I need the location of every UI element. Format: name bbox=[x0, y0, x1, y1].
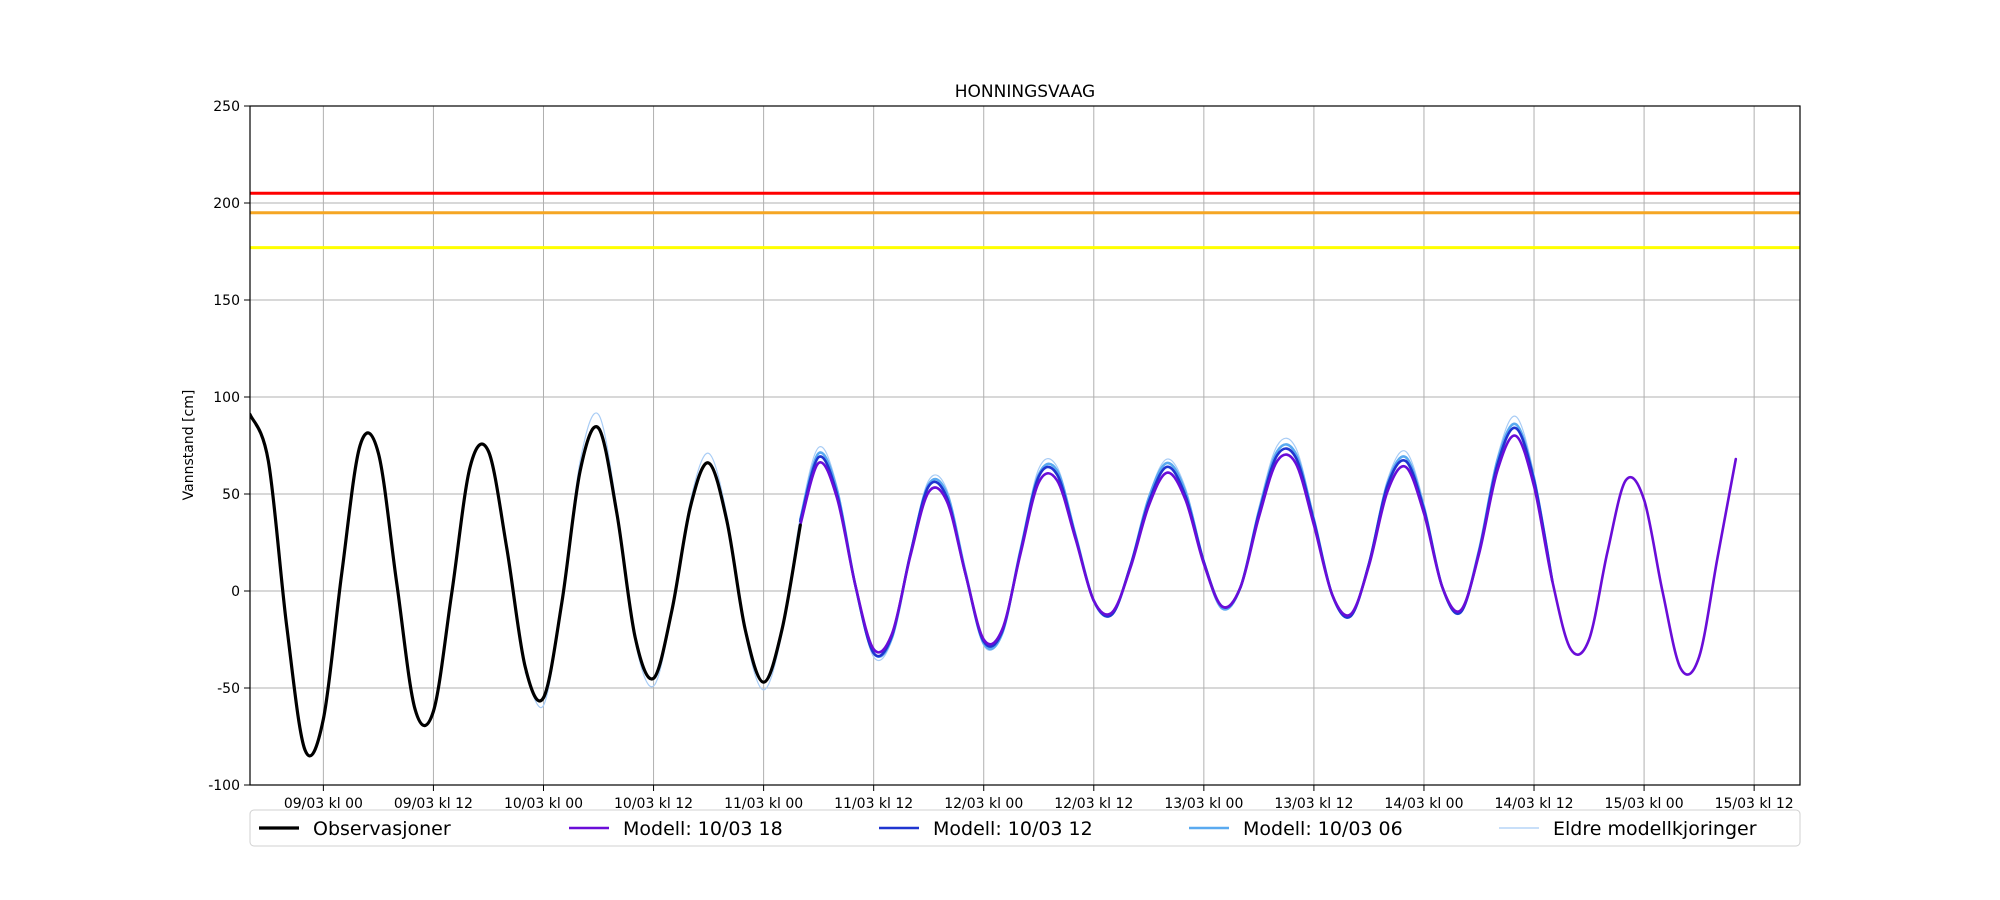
x-tick-label: 12/03 kl 12 bbox=[1054, 796, 1133, 812]
legend: Observasjoner Modell: 10/03 18 Modell: 10/… bbox=[249, 809, 1801, 847]
x-tick-label: 14/03 kl 00 bbox=[1384, 796, 1463, 812]
x-tick-label: 14/03 kl 12 bbox=[1494, 796, 1573, 812]
y-tick-label: 200 bbox=[213, 196, 240, 212]
x-tick-label: 09/03 kl 12 bbox=[394, 796, 473, 812]
y-tick-label: 150 bbox=[213, 293, 240, 309]
x-tick-label: 11/03 kl 12 bbox=[834, 796, 913, 812]
x-tick-label: 13/03 kl 00 bbox=[1164, 796, 1243, 812]
x-tick-label: 10/03 kl 12 bbox=[614, 796, 693, 812]
y-tick-label: 0 bbox=[231, 584, 240, 600]
x-tick-label: 10/03 kl 00 bbox=[504, 796, 583, 812]
legend-label: Modell: 10/03 18 bbox=[623, 818, 783, 840]
plot-frame bbox=[249, 105, 1801, 786]
y-tick-label: 50 bbox=[222, 487, 240, 503]
series-line bbox=[798, 434, 1738, 676]
x-tick-label: 11/03 kl 00 bbox=[724, 796, 803, 812]
plot-lines bbox=[250, 412, 1738, 758]
x-tick-label: 09/03 kl 00 bbox=[284, 796, 363, 812]
x-tick-label: 15/03 kl 12 bbox=[1715, 796, 1794, 812]
grid bbox=[250, 105, 1800, 786]
legend-label: Modell: 10/03 12 bbox=[933, 818, 1093, 840]
y-tick-label: 250 bbox=[213, 99, 240, 115]
legend-label: Observasjoner bbox=[313, 818, 451, 840]
x-tick-label: 13/03 kl 12 bbox=[1274, 796, 1353, 812]
legend-label: Eldre modellkjoringer bbox=[1553, 818, 1757, 840]
x-tick-label: 15/03 kl 00 bbox=[1605, 796, 1684, 812]
legend-label: Modell: 10/03 06 bbox=[1243, 818, 1403, 840]
x-tick-label: 12/03 kl 00 bbox=[944, 796, 1023, 812]
y-tick-label: -50 bbox=[217, 681, 240, 697]
y-tick-label: -100 bbox=[208, 778, 240, 794]
legend-box bbox=[249, 809, 1801, 847]
y-tick-label: 100 bbox=[213, 390, 240, 406]
series-line bbox=[250, 412, 802, 758]
chart-title: HONNINGSVAAG bbox=[955, 82, 1095, 102]
y-axis-label: Vannstand [cm] bbox=[181, 390, 197, 501]
